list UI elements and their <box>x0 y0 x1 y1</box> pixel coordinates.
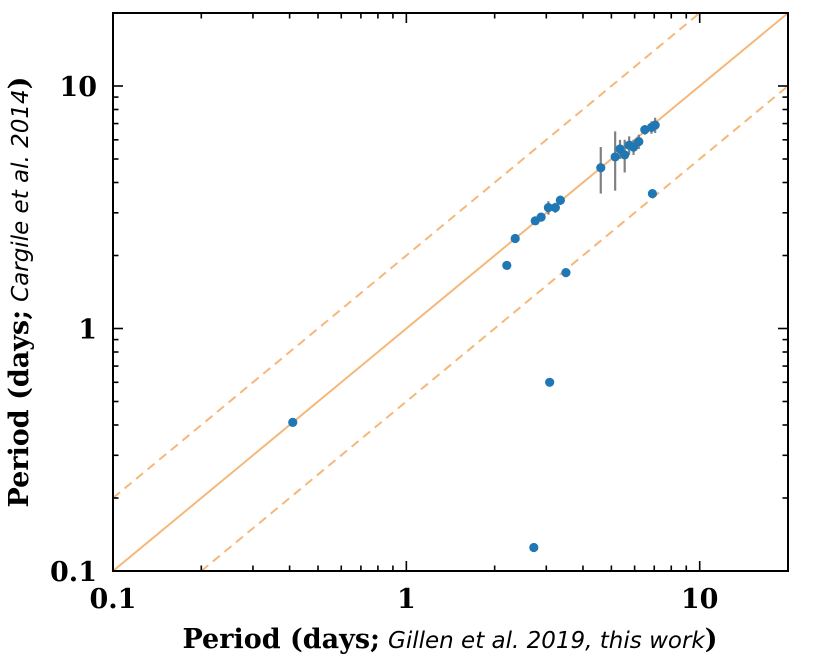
data-point-6 <box>550 203 560 213</box>
data-point-0 <box>288 417 298 427</box>
y-tick-label-0: 0.1 <box>50 557 97 588</box>
data-point-21 <box>647 188 658 199</box>
reference-line-one-to-one <box>112 12 789 572</box>
data-point-12 <box>610 152 620 162</box>
y-tick-label-2: 10 <box>59 72 97 103</box>
data-point-1 <box>502 260 512 271</box>
x-tick-labels: 0.1 1 10 <box>90 584 719 615</box>
x-axis-label-prefix: Period (days; <box>182 624 380 655</box>
data-point-5 <box>543 203 554 213</box>
y-tick-labels: 0.1 1 10 <box>50 72 97 588</box>
data-point-10 <box>529 542 539 553</box>
data-point-20 <box>650 120 660 130</box>
data-point-14 <box>620 150 630 160</box>
axis-ticks <box>112 12 789 572</box>
y-axis-label-suffix: ) <box>4 77 35 90</box>
data-point-4 <box>536 212 546 222</box>
y-axis-label: Period (days; Cargile et al. 2014) <box>4 77 35 508</box>
y-axis-label-prefix: Period (days; <box>4 310 35 508</box>
plot-frame <box>112 12 789 572</box>
data-points <box>288 120 660 553</box>
data-point-8 <box>561 268 571 278</box>
data-point-9 <box>545 377 555 387</box>
x-tick-label-2: 10 <box>681 584 719 615</box>
reference-lines <box>112 12 789 572</box>
data-point-2 <box>510 233 520 244</box>
reference-line-half <box>200 85 789 572</box>
x-tick-label-1: 1 <box>397 584 416 615</box>
x-axis-label-suffix: ) <box>705 624 718 655</box>
reference-line-double <box>112 12 701 499</box>
x-tick-label-0: 0.1 <box>90 584 137 615</box>
data-point-11 <box>596 163 606 173</box>
data-point-7 <box>555 195 565 205</box>
data-point-17 <box>634 136 644 147</box>
y-axis-label-italic: Cargile et al. 2014 <box>8 89 34 302</box>
x-axis-label-italic: Gillen et al. 2019, this work <box>388 628 706 654</box>
y-tick-label-1: 1 <box>78 314 97 345</box>
x-axis-label: Period (days; Gillen et al. 2019, this wo… <box>182 624 717 655</box>
